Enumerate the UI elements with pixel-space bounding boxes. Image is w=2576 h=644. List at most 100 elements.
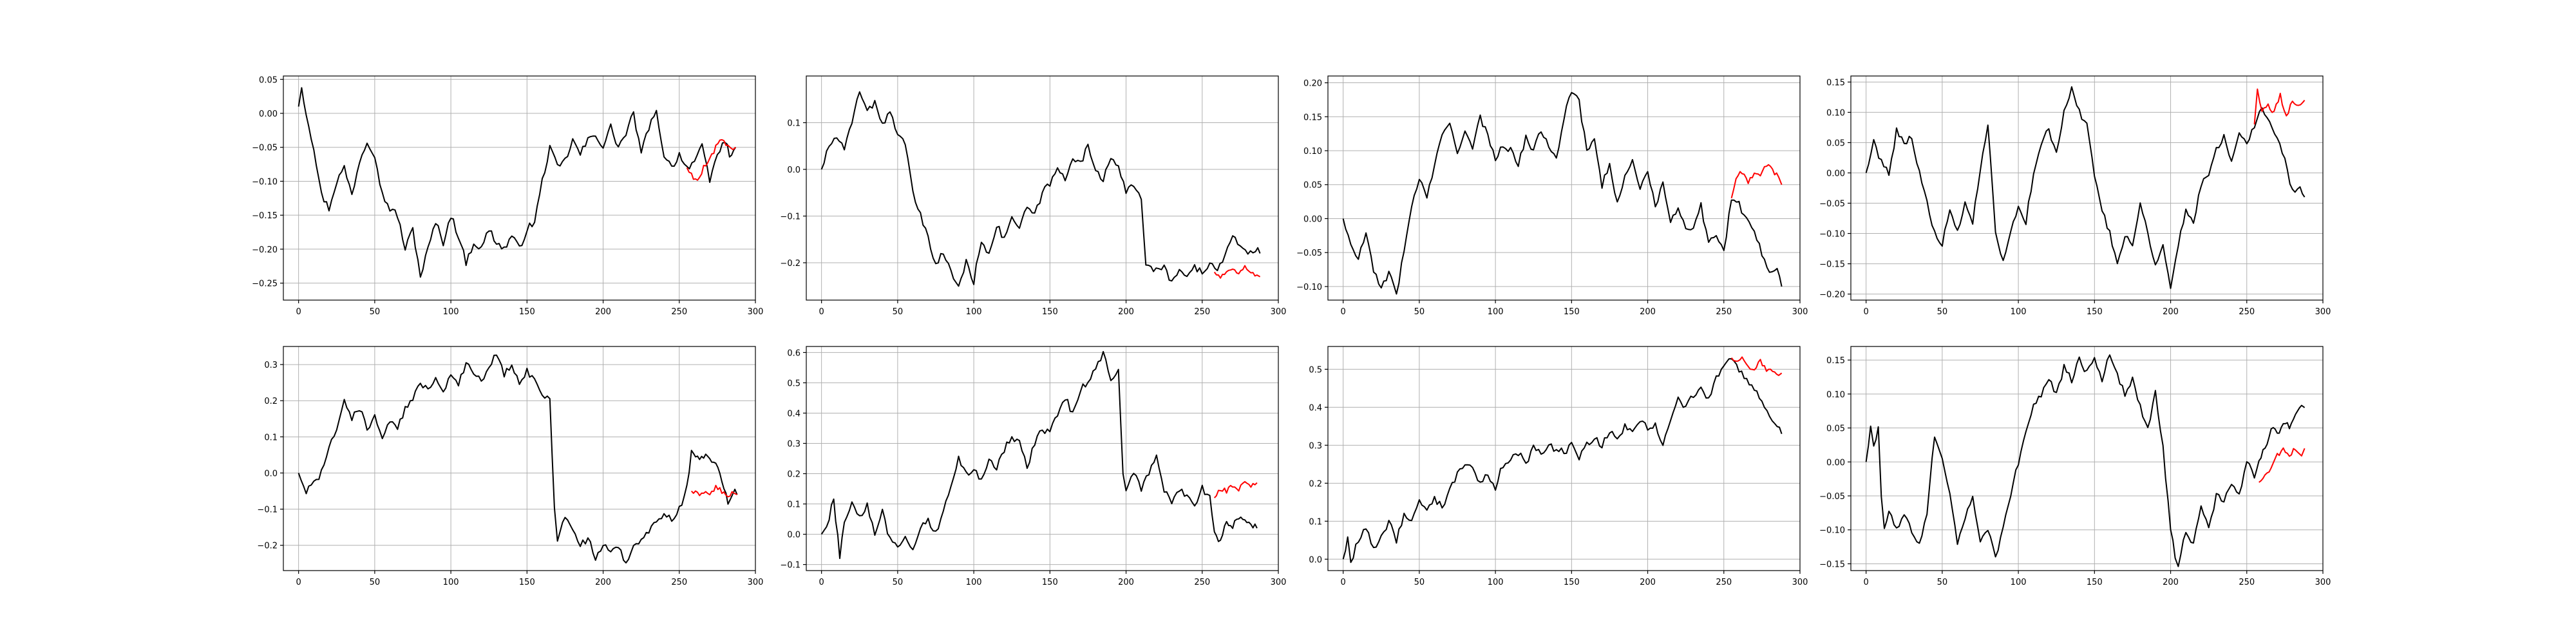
- x-tick-label: 150: [1042, 578, 1058, 587]
- y-tick-label: −0.10: [1296, 283, 1322, 292]
- x-tick-label: 100: [1488, 307, 1504, 317]
- y-tick-label: 0.10: [1826, 390, 1845, 400]
- y-tick-label: 0.3: [1309, 441, 1322, 451]
- x-tick-label: 0: [1341, 307, 1346, 317]
- y-tick-label: 0.10: [1826, 108, 1845, 118]
- x-tick-label: 250: [1716, 307, 1732, 317]
- y-tick-label: −0.05: [1296, 249, 1322, 258]
- axes-frame: [806, 346, 1279, 571]
- y-tick-label: −0.15: [1819, 260, 1845, 270]
- axes-frame: [1850, 346, 2324, 571]
- x-tick-label: 0: [819, 307, 824, 317]
- x-tick-label: 50: [893, 578, 904, 587]
- y-tick-label: 0.1: [1309, 517, 1322, 527]
- y-tick-label: 0.0: [787, 166, 800, 175]
- series-line-actual: [1342, 91, 1783, 295]
- y-tick-label: 0.1: [787, 119, 800, 129]
- x-tick-label: 300: [2315, 578, 2331, 587]
- y-tick-label: 0.4: [787, 409, 800, 419]
- y-tick-label: 0.00: [1826, 458, 1845, 468]
- y-tick-label: 0.1: [787, 500, 800, 510]
- y-tick-label: −0.15: [252, 211, 278, 221]
- axes-frame: [1850, 75, 2324, 301]
- y-tick-label: 0.3: [264, 361, 278, 370]
- x-tick-label: 100: [443, 578, 459, 587]
- x-tick-label: 100: [443, 307, 459, 317]
- y-tick-label: 0.6: [787, 348, 800, 358]
- x-tick-label: 150: [2087, 307, 2103, 317]
- x-tick-label: 50: [1414, 578, 1425, 587]
- y-tick-label: −0.10: [1819, 526, 1845, 536]
- x-tick-label: 250: [671, 578, 687, 587]
- x-tick-label: 200: [595, 578, 611, 587]
- y-tick-label: −0.20: [1819, 290, 1845, 300]
- series-line-actual: [1342, 358, 1783, 564]
- x-tick-label: 300: [2315, 307, 2331, 317]
- x-tick-label: 0: [1341, 578, 1346, 587]
- x-tick-label: 200: [1640, 578, 1656, 587]
- y-tick-label: 0.1: [264, 433, 278, 442]
- x-tick-label: 150: [2087, 578, 2103, 587]
- y-tick-label: −0.05: [1819, 492, 1845, 502]
- y-tick-label: −0.2: [257, 542, 278, 551]
- x-tick-label: 150: [1564, 307, 1580, 317]
- x-tick-label: 100: [2011, 578, 2027, 587]
- chart-panel-4: 0 50 100 150 200 250 300 −0.20 −0.15 −0.10 −0.05 0.…: [1819, 75, 2331, 317]
- x-tick-label: 0: [1864, 578, 1869, 587]
- series-line-forecast: [2259, 447, 2306, 483]
- axes-frame: [283, 346, 756, 571]
- x-tick-label: 250: [2239, 307, 2255, 317]
- x-tick-label: 250: [2239, 578, 2255, 587]
- chart-panel-7: 0 50 100 150 200 250 300 0.0 0.1 0.2 0.3 0.4 0.5: [1309, 346, 1808, 587]
- y-tick-label: 0.20: [1303, 79, 1322, 89]
- y-tick-label: 0.00: [1826, 169, 1845, 178]
- y-tick-label: 0.2: [1309, 479, 1322, 489]
- y-tick-label: 0.05: [259, 75, 278, 85]
- y-tick-label: −0.20: [252, 245, 278, 255]
- x-tick-label: 150: [1564, 578, 1580, 587]
- x-tick-label: 100: [966, 307, 982, 317]
- y-tick-label: 0.05: [1303, 181, 1322, 191]
- chart-panel-5: 0 50 100 150 200 250 300 −0.2 −0.1 0.0 0.1 0.2 0.3: [257, 346, 763, 587]
- y-tick-label: 0.15: [1826, 78, 1845, 88]
- x-tick-label: 200: [1640, 307, 1656, 317]
- y-tick-label: 0.15: [1826, 356, 1845, 366]
- axes-frame: [283, 75, 756, 301]
- x-tick-label: 200: [2163, 578, 2179, 587]
- y-tick-label: −0.1: [780, 561, 800, 571]
- y-tick-label: 0.0: [1309, 555, 1322, 565]
- series-line-actual: [1865, 354, 2306, 567]
- x-tick-label: 250: [1716, 578, 1732, 587]
- x-tick-label: 200: [595, 307, 611, 317]
- series-line-actual: [298, 87, 737, 278]
- x-tick-label: 300: [1271, 307, 1287, 317]
- chart-panel-2: 0 50 100 150 200 250 300 −0.2 −0.1 0.0 0.1: [780, 75, 1287, 317]
- series-line-forecast: [1730, 164, 1783, 199]
- y-tick-label: 0.00: [1303, 214, 1322, 224]
- x-tick-label: 150: [519, 307, 535, 317]
- x-tick-label: 150: [519, 578, 535, 587]
- x-tick-label: 300: [1271, 578, 1287, 587]
- y-tick-label: 0.2: [264, 397, 278, 406]
- chart-panel-8: 0 50 100 150 200 250 300 −0.15 −0.10 −0.05 0.00 0.0…: [1819, 346, 2331, 587]
- y-tick-label: 0.5: [787, 379, 800, 388]
- y-tick-label: −0.10: [252, 177, 278, 187]
- y-tick-label: 0.4: [1309, 403, 1322, 413]
- y-tick-label: 0.00: [259, 109, 278, 119]
- x-tick-label: 200: [1118, 307, 1134, 317]
- y-tick-label: −0.10: [1819, 230, 1845, 240]
- x-tick-label: 150: [1042, 307, 1058, 317]
- series-line-forecast: [1213, 480, 1258, 498]
- x-tick-label: 250: [1194, 307, 1210, 317]
- y-tick-label: 0.5: [1309, 365, 1322, 375]
- series-line-forecast: [1213, 265, 1261, 279]
- y-tick-label: 0.2: [787, 470, 800, 480]
- x-tick-label: 250: [671, 307, 687, 317]
- y-tick-label: −0.25: [252, 279, 278, 289]
- series-line-forecast: [2253, 88, 2306, 125]
- x-tick-label: 300: [748, 307, 764, 317]
- x-tick-label: 200: [2163, 307, 2179, 317]
- chart-panel-6: 0 50 100 150 200 250 300 −0.1 0.0 0.1 0.2 0.3 0.4 0.5…: [780, 346, 1286, 587]
- chart-panel-3: 0 50 100 150 200 250 300 −0.10 −0.05 0.00 0.05 0.10…: [1296, 75, 1808, 317]
- x-tick-label: 50: [1414, 307, 1425, 317]
